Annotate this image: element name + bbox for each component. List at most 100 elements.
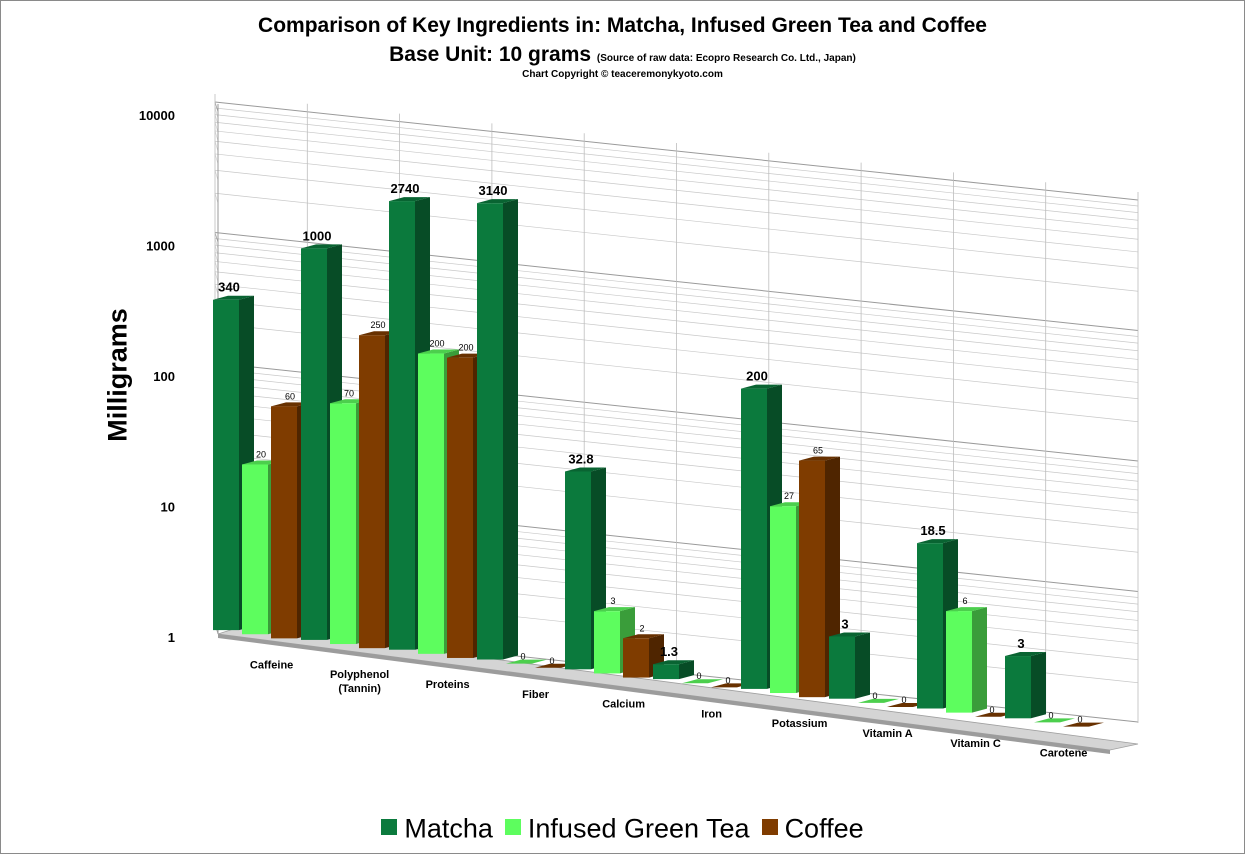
bar-top — [565, 467, 606, 472]
bar-front — [359, 335, 385, 649]
bar-front — [477, 203, 503, 660]
bar — [946, 607, 987, 713]
y-tick-label: 100 — [153, 369, 175, 384]
legend-swatch — [381, 818, 398, 835]
bar — [1034, 718, 1075, 723]
data-label: 0 — [1077, 715, 1082, 725]
bar-zero — [1034, 718, 1075, 723]
bar — [829, 632, 870, 699]
bar-top — [301, 244, 342, 249]
data-label: 3 — [610, 596, 615, 606]
data-label: 200 — [458, 343, 473, 353]
bar-side — [855, 632, 870, 699]
category-label: Iron — [701, 708, 722, 720]
source-note: (Source of raw data: Ecopro Research Co.… — [596, 53, 856, 64]
bar — [477, 199, 518, 660]
bar-front — [741, 388, 767, 689]
category-label: Carotene — [1040, 748, 1088, 760]
data-label: 0 — [549, 656, 554, 666]
bar-zero — [858, 698, 899, 703]
bar — [506, 659, 547, 664]
chart-subtitle-line: Base Unit: 10 grams (Source of raw data:… — [0, 43, 1245, 67]
bar-top — [917, 539, 958, 544]
y-tick-label: 10000 — [139, 108, 175, 123]
bar-front — [447, 357, 473, 658]
bar-top — [213, 295, 254, 300]
data-label: 2740 — [391, 181, 420, 196]
bar-top — [477, 199, 518, 204]
bar — [653, 660, 694, 680]
data-label: 340 — [218, 280, 240, 295]
data-label: 70 — [344, 388, 354, 398]
bar-front — [770, 506, 796, 694]
data-label: 3140 — [479, 183, 508, 198]
bar-front — [623, 638, 649, 678]
bar-front — [418, 353, 444, 654]
bar-front — [271, 406, 297, 639]
bar-front — [1005, 656, 1031, 719]
data-label: 3 — [841, 616, 848, 631]
legend-item: Coffee — [761, 812, 864, 844]
bars — [213, 197, 1104, 727]
legend-item: Matcha — [381, 812, 493, 844]
bar-front — [213, 299, 239, 631]
copyright-note: Chart Copyright © teaceremonykyoto.com — [522, 69, 723, 80]
bar — [1005, 652, 1046, 719]
data-label: 0 — [901, 695, 906, 705]
bar — [858, 698, 899, 703]
bar-front — [917, 543, 943, 709]
data-label: 60 — [285, 391, 295, 401]
legend-label: Coffee — [784, 813, 864, 844]
data-label: 0 — [872, 691, 877, 701]
bar-front — [799, 460, 825, 698]
data-label: 20 — [256, 449, 266, 459]
data-label: 2 — [639, 623, 644, 633]
legend-swatch — [761, 818, 778, 835]
category-label: Calcium — [602, 699, 645, 711]
chart-title: Comparison of Key Ingredients in: Matcha… — [258, 14, 987, 37]
bar-front — [330, 403, 356, 645]
bar-top — [799, 456, 840, 461]
bar-side — [1031, 652, 1046, 719]
chart-subtitle: Base Unit: 10 grams — [389, 43, 592, 66]
data-label: 200 — [746, 369, 768, 384]
chart-text: 1101001000100003402060Caffeine100070250P… — [139, 108, 1088, 760]
bar-front — [242, 464, 268, 635]
data-label: 0 — [696, 671, 701, 681]
bar-front — [565, 471, 591, 670]
category-label: Potassium — [772, 718, 828, 730]
data-label: 0 — [989, 705, 994, 715]
bar-top — [946, 607, 987, 612]
bar-zero — [1063, 722, 1104, 727]
y-tick-label: 1 — [168, 630, 175, 645]
data-label: 3 — [1017, 636, 1024, 651]
bar — [1063, 722, 1104, 727]
legend-label: Matcha — [404, 813, 493, 844]
data-label: 0 — [725, 675, 730, 685]
data-label: 1000 — [303, 228, 332, 243]
data-label: 0 — [1048, 710, 1053, 720]
category-label: Caffeine — [250, 659, 293, 671]
data-label: 65 — [813, 446, 823, 456]
bar-front — [301, 248, 327, 640]
y-tick-label: 1000 — [146, 239, 175, 254]
bar-top — [653, 660, 694, 665]
bar-side — [503, 199, 518, 660]
bar-zero — [506, 659, 547, 664]
data-label: 32.8 — [568, 451, 593, 466]
bar-top — [1005, 652, 1046, 657]
legend-label: Infused Green Tea — [527, 813, 750, 844]
data-label: 250 — [370, 320, 385, 330]
legend-swatch — [504, 818, 521, 835]
bar-front — [829, 636, 855, 699]
category-label: Vitamin C — [950, 738, 1001, 750]
bar-top — [389, 197, 430, 202]
bar-side — [972, 607, 987, 713]
legend-item: Infused Green Tea — [504, 812, 750, 844]
y-tick-label: 10 — [161, 500, 175, 515]
legend: Matcha Infused Green Tea Coffee — [0, 811, 1245, 844]
data-label: 6 — [962, 596, 967, 606]
bar-front — [389, 201, 415, 650]
category-label: Polyphenol (Tannin) — [330, 669, 389, 695]
